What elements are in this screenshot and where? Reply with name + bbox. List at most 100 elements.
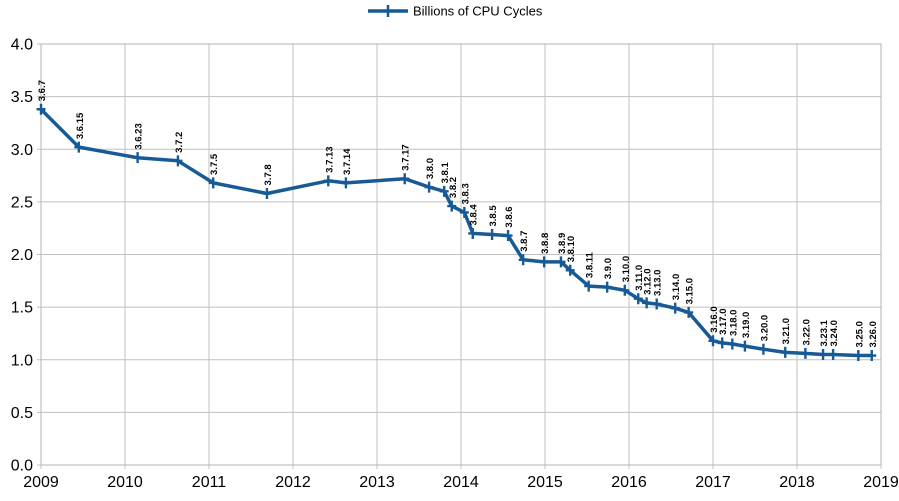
data-point-marker [539, 256, 549, 268]
data-point-label: 3.8.5 [488, 205, 499, 227]
data-point-marker [800, 347, 810, 359]
data-point-label: 3.18.0 [728, 310, 739, 336]
data-point-label: 3.8.1 [440, 162, 451, 184]
y-tick-label: 2.0 [11, 247, 33, 264]
data-point-label: 3.8.6 [504, 206, 515, 227]
data-point-label: 3.8.4 [469, 204, 480, 226]
data-point-label: 3.12.0 [643, 268, 654, 294]
data-point-marker [556, 256, 566, 268]
data-point-label: 3.16.0 [709, 306, 720, 332]
data-point-marker [400, 173, 410, 185]
data-point-label: 3.10.0 [621, 256, 632, 282]
data-point-marker [133, 152, 143, 164]
data-point-label: 3.8.9 [557, 233, 568, 254]
data-point-marker [633, 293, 643, 305]
data-point-label: 3.11.0 [634, 265, 645, 291]
x-tick-label: 2011 [192, 474, 227, 491]
data-point-label: 3.8.8 [540, 233, 551, 254]
data-point-marker [447, 200, 457, 212]
data-point-marker [468, 227, 478, 239]
data-point-marker [584, 280, 594, 292]
axis-layer: 0.0 0.5 1.0 1.5 2.0 2.5 3.0 3.5 4.0 2009 2010 2011 2… [11, 37, 899, 492]
data-point-marker [670, 302, 680, 314]
data-point-marker [652, 298, 662, 310]
x-tick-label: 2018 [779, 474, 815, 491]
data-point-label: 3.6.15 [75, 112, 86, 139]
legend-label: Billions of CPU Cycles [413, 4, 543, 19]
data-point-label: 3.8.0 [425, 158, 436, 179]
data-point-label: 3.17.0 [718, 308, 729, 334]
data-point-label: 3.6.23 [134, 123, 145, 149]
data-point-marker [708, 335, 718, 347]
x-tick-label: 2016 [611, 474, 647, 491]
data-point-marker [36, 103, 46, 115]
series-layer [36, 103, 877, 362]
data-point-label: 3.7.14 [342, 148, 353, 175]
x-tick-label: 2014 [443, 474, 479, 491]
data-point-marker [602, 281, 612, 293]
data-point-marker [642, 297, 652, 309]
y-tick-label: 1.5 [11, 300, 33, 317]
x-tick-label: 2015 [527, 474, 563, 491]
data-point-label: 3.7.17 [401, 144, 412, 170]
data-point-marker [503, 230, 513, 242]
y-tick-label: 0.5 [11, 405, 33, 422]
data-point-marker [487, 229, 497, 241]
data-point-label: 3.20.0 [759, 315, 770, 341]
data-point-label: 3.15.0 [685, 278, 696, 304]
y-tick-label: 3.0 [11, 142, 33, 159]
data-point-label: 3.6.7 [37, 80, 48, 101]
y-tick-label: 2.5 [11, 194, 33, 211]
x-tick-label: 2017 [695, 474, 731, 491]
point-label-layer: 3.6.7 3.6.15 3.6.23 3.7.2 3.7.5 3.7.8 3.7.13 3.… [37, 80, 879, 347]
data-point-marker [341, 177, 351, 189]
data-point-marker [173, 155, 183, 167]
data-point-label: 3.8.2 [448, 177, 459, 198]
data-point-marker [518, 254, 528, 266]
legend-plus-marker-icon [382, 5, 394, 17]
data-point-label: 3.8.3 [460, 183, 471, 204]
x-tick-label: 2013 [359, 474, 395, 491]
grid-layer [40, 43, 882, 466]
data-point-marker [323, 175, 333, 187]
data-point-marker [727, 338, 737, 350]
y-tick-label: 4.0 [11, 37, 33, 54]
data-point-label: 3.8.10 [566, 236, 577, 262]
data-point-marker [828, 348, 838, 360]
x-tick-label: 2010 [107, 474, 143, 491]
data-point-label: 3.23.1 [819, 319, 830, 346]
data-point-label: 3.7.5 [209, 153, 220, 175]
data-point-label: 3.26.0 [868, 321, 879, 347]
data-point-label: 3.8.7 [519, 231, 530, 252]
data-point-marker [565, 264, 575, 276]
data-point-marker [262, 187, 272, 199]
data-point-label: 3.7.2 [174, 132, 185, 153]
data-point-label: 3.25.0 [854, 321, 865, 347]
data-point-marker [620, 284, 630, 296]
data-point-marker [867, 350, 877, 362]
y-tick-label: 3.5 [11, 89, 33, 106]
y-tick-label: 0.0 [11, 458, 33, 475]
data-point-marker [459, 206, 469, 218]
x-tick-label: 2009 [23, 474, 59, 491]
data-point-marker [740, 340, 750, 352]
data-point-label: 3.21.0 [781, 318, 792, 344]
data-point-label: 3.8.11 [585, 251, 596, 278]
x-tick-label: 2012 [275, 474, 311, 491]
data-point-marker [818, 348, 828, 360]
data-point-label: 3.19.0 [741, 312, 752, 338]
y-tick-label: 1.0 [11, 352, 33, 369]
x-tick-label: 2019 [863, 474, 899, 491]
data-point-marker [684, 306, 694, 318]
data-point-label: 3.14.0 [671, 274, 682, 300]
data-point-marker [717, 337, 727, 349]
data-point-label: 3.24.0 [829, 320, 840, 346]
data-point-label: 3.7.8 [263, 164, 274, 185]
data-point-label: 3.13.0 [653, 270, 664, 296]
legend: Billions of CPU Cycles [368, 4, 543, 19]
data-point-marker [758, 343, 768, 355]
data-point-marker [424, 181, 434, 193]
data-point-marker [208, 177, 218, 189]
